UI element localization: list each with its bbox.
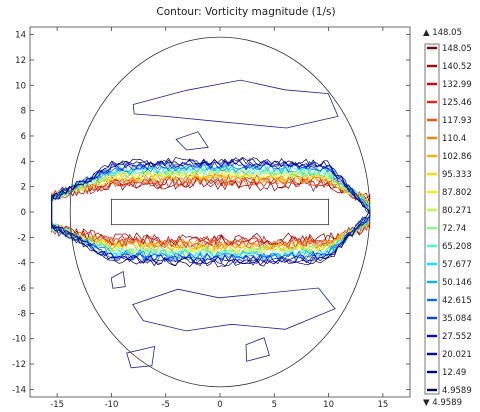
colorbar-label: 140.52 xyxy=(442,62,472,72)
colorbar-label: 110.4 xyxy=(442,134,466,144)
x-tick-label: -5 xyxy=(161,400,169,410)
colorbar-label: 117.93 xyxy=(442,116,472,126)
y-tick-label: -4 xyxy=(18,259,26,269)
colorbar-label: 57.677 xyxy=(442,260,472,270)
colorbar-label: 4.9589 xyxy=(442,386,472,396)
y-tick-label: -6 xyxy=(18,284,26,294)
colorbar-label: 35.084 xyxy=(442,314,472,324)
x-tick-label: -15 xyxy=(50,400,64,410)
y-tick-label: 12 xyxy=(15,56,26,66)
y-tick-label: -12 xyxy=(12,360,26,370)
colorbar-label: 95.333 xyxy=(442,170,472,180)
colorbar-label: 87.802 xyxy=(442,188,472,198)
colorbar-label: 65.208 xyxy=(442,242,472,252)
colorbar-label: 148.05 xyxy=(442,44,472,54)
colorbar-max-label: ▲ 148.05 xyxy=(423,28,462,38)
y-tick-label: -10 xyxy=(12,335,26,345)
chart-title: Contour: Vorticity magnitude (1/s) xyxy=(156,6,335,18)
colorbar-label: 102.86 xyxy=(442,152,472,162)
contour-blob-4 xyxy=(245,337,270,362)
y-tick-label: 8 xyxy=(21,107,26,117)
colorbar-label: 50.146 xyxy=(442,278,472,288)
contour-blob-3 xyxy=(110,270,126,289)
obstacle-plate xyxy=(111,198,329,226)
x-tick-label: 5 xyxy=(272,400,277,410)
y-tick-label: 6 xyxy=(21,132,26,142)
colorbar-label: 42.615 xyxy=(442,296,472,306)
colorbar-label: 132.99 xyxy=(442,80,472,90)
colorbar-label: 12.49 xyxy=(442,368,466,378)
y-tick-label: 2 xyxy=(21,183,26,193)
plot-geometry xyxy=(69,36,371,388)
y-tick-label: 4 xyxy=(21,157,26,167)
y-tick-label: 10 xyxy=(15,81,26,91)
colorbar: ▲ 148.05 ▼ 4.9589 148.05 140.52 132.99 125.46… xyxy=(423,28,472,408)
y-tick-label: -2 xyxy=(18,233,26,243)
y-tick-label: -14 xyxy=(12,385,26,395)
colorbar-label: 80.271 xyxy=(442,206,472,216)
y-tick-label: 14 xyxy=(15,31,26,41)
y-tick-label: -8 xyxy=(18,309,26,319)
y-tick-label: 0 xyxy=(21,208,26,218)
x-tick-label: 15 xyxy=(377,400,388,410)
contour-blob-1 xyxy=(132,79,339,129)
colorbar-label: 125.46 xyxy=(442,98,472,108)
axes: -15 -10 -5 0 5 10 15 14 12 10 8 6 4 2 0 -2 -4 -6 -8 -10 -12 -… xyxy=(12,26,411,410)
colorbar-frame xyxy=(424,43,440,395)
colorbar-label: 27.552 xyxy=(442,332,472,342)
x-tick-label: 0 xyxy=(217,400,222,410)
x-tick-label: -10 xyxy=(104,400,118,410)
colorbar-label: 20.021 xyxy=(442,350,472,360)
colorbar-min-label: ▼ 4.9589 xyxy=(423,398,462,408)
contour-blob-6 xyxy=(175,131,209,151)
contour-blob-5 xyxy=(126,345,156,369)
x-tick-label: 10 xyxy=(323,400,334,410)
contour-blob-2 xyxy=(132,287,336,332)
colorbar-label: 72.74 xyxy=(442,224,466,234)
domain-boundary xyxy=(69,36,371,388)
